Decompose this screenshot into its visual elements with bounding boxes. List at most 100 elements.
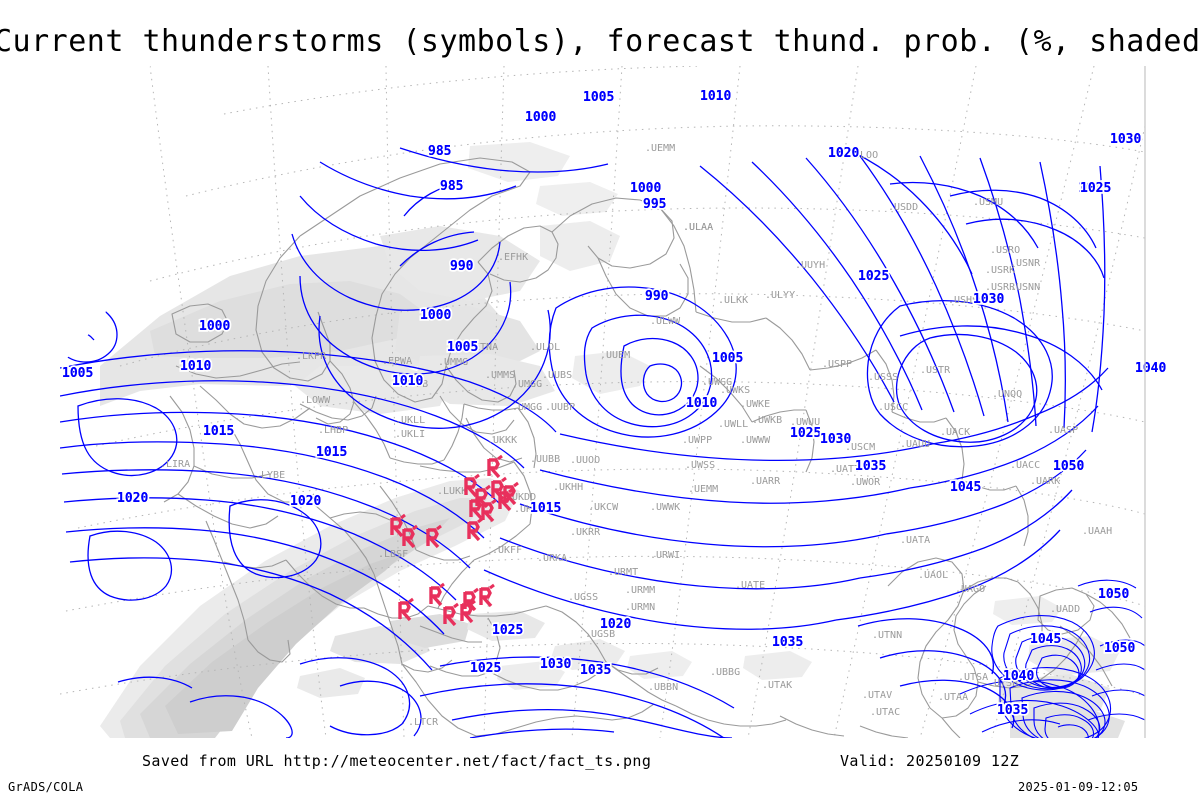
isobar-label: 1030 xyxy=(973,292,1004,307)
isobar-label-halo: 1050 xyxy=(1053,459,1084,474)
thunderstorm-symbol xyxy=(481,498,497,523)
isobar-label-layer: 1005 1005 1010 1010 1000 1000 1030 1030 1020 1020… xyxy=(60,87,1168,720)
station-label: .UKCW xyxy=(588,502,619,513)
isobar-label: 1005 xyxy=(583,90,614,105)
station-label: .LOWW xyxy=(300,395,331,406)
isobar-label: 1015 xyxy=(316,445,347,460)
isobar-label: 990 xyxy=(450,259,474,274)
isobar-label-halo: 1045 xyxy=(950,480,981,495)
isobar-label: 1035 xyxy=(772,635,803,650)
isobar-label: 1020 xyxy=(117,491,148,506)
isobar-label-halo: 985 xyxy=(440,179,463,194)
station-label: .UWPP xyxy=(682,435,712,446)
station-label: .UTSA xyxy=(958,672,988,683)
station-label: .USRO xyxy=(990,245,1020,256)
station-label: .UMGG xyxy=(512,402,542,413)
thunderstorm-symbol xyxy=(503,481,519,506)
station-label: .UWLL xyxy=(718,419,748,430)
station-label: .UUBS xyxy=(542,370,572,381)
station-label: .UATA xyxy=(900,535,930,546)
isobar-label: 1020 xyxy=(600,617,631,632)
isobar-label-halo: 1040 xyxy=(1003,669,1034,684)
isobar-label-halo: 1050 xyxy=(1104,641,1135,656)
station-label: .UBBN xyxy=(648,682,678,693)
station-label: .LHBP xyxy=(318,425,348,436)
isobar-label-halo: 1025 xyxy=(492,623,523,638)
isobar-label-halo: 1005 xyxy=(712,351,743,366)
station-label: .UUBP xyxy=(545,402,575,413)
timestamp-text: 2025-01-09-12:05 xyxy=(1018,780,1139,794)
thunderstorm-symbol xyxy=(390,513,406,538)
station-label: .ULKK xyxy=(718,295,748,306)
station-label: .UTNN xyxy=(872,630,902,641)
station-label: .UKFF xyxy=(492,545,522,556)
isobar-label: 1005 xyxy=(712,351,743,366)
station-label: .ULAA xyxy=(683,222,713,233)
station-label: .USRK xyxy=(985,265,1015,276)
station-label: .UAGO xyxy=(955,584,985,595)
station-label: .UARR xyxy=(750,476,781,487)
station-label: .UWKS xyxy=(720,385,750,396)
station-label: .ULOL xyxy=(530,342,560,353)
station-label: .UADD xyxy=(1050,604,1080,615)
isobar-label-halo: 1010 xyxy=(686,396,717,411)
thunderstorm-symbol xyxy=(429,582,445,607)
isobar-label-halo: 1020 xyxy=(117,491,148,506)
isobar-label: 1015 xyxy=(530,501,561,516)
isobar-label-halo: 1005 xyxy=(62,366,93,381)
station-label: .UKLL xyxy=(395,415,425,426)
isobar-label: 1010 xyxy=(686,396,717,411)
isobar-label-halo: 1020 xyxy=(828,146,859,161)
station-label: .UARK xyxy=(1030,476,1060,487)
station-label: .UMBB xyxy=(398,379,428,390)
station-label: .USRR xyxy=(985,282,1016,293)
station-label: .UEMM xyxy=(645,143,675,154)
station-label: .URMN xyxy=(625,602,655,613)
isobar-label: 1050 xyxy=(1098,587,1129,602)
isobar-label-halo: 1030 xyxy=(1110,132,1141,147)
station-label: .UGSB xyxy=(585,629,615,640)
graticule-layer xyxy=(60,66,1145,738)
isobar-label-halo: 1005 xyxy=(447,340,478,355)
station-label: .LYBE xyxy=(255,470,285,481)
station-label: .UUYH xyxy=(795,260,825,271)
station-label: .USNN xyxy=(1010,282,1040,293)
isobar-label-halo: 1025 xyxy=(470,661,501,676)
station-label: .EPWA xyxy=(382,356,412,367)
isobar-label: 1015 xyxy=(203,424,234,439)
probability-shading-layer xyxy=(100,142,1125,738)
station-label: .UASP xyxy=(1048,425,1078,436)
station-label: .UUOO xyxy=(570,455,600,466)
isobar-label: 1050 xyxy=(1053,459,1084,474)
station-label: .USDD xyxy=(888,202,918,213)
isobar-label: 1030 xyxy=(540,657,571,672)
isobar-label: 1000 xyxy=(420,308,451,323)
isobar-label-halo: 1035 xyxy=(772,635,803,650)
isobar-label: 1030 xyxy=(820,432,851,447)
isobar-label-halo: 1050 xyxy=(1098,587,1129,602)
station-label: .LTCR xyxy=(408,717,439,728)
thunderstorm-symbol xyxy=(464,473,480,498)
station-label: .UWGG xyxy=(702,377,732,388)
thunderstorm-symbol xyxy=(479,583,495,608)
station-label: .URWI xyxy=(650,550,680,561)
station-label: .UNQQ xyxy=(992,389,1022,400)
isobar-label-halo: 1000 xyxy=(199,319,230,334)
station-label: .UKLI xyxy=(395,429,425,440)
thunderstorm-symbol xyxy=(469,495,485,520)
isobar-label: 1025 xyxy=(790,426,821,441)
isobar-layer xyxy=(60,145,1145,738)
isobar-label-halo: 1035 xyxy=(580,663,611,678)
station-label: .LUKK xyxy=(437,486,467,497)
isobar-label-halo: 1035 xyxy=(997,703,1028,718)
station-label: .UTAK xyxy=(762,680,792,691)
station-label: .UTSB xyxy=(988,678,1018,689)
station-label-layer: .UEMM .ULOO .ULAA .USDD .USMU .USRO .USRK.USNR… xyxy=(160,143,1112,728)
isobar-label-halo: 990 xyxy=(450,259,474,274)
thunderstorm-symbol xyxy=(402,524,418,549)
station-label: .UGSS xyxy=(568,592,598,603)
station-label: .LKPR xyxy=(296,351,327,362)
isobar-label: 1075 xyxy=(1078,181,1109,196)
station-label: .UMMG xyxy=(438,357,468,368)
thunderstorm-symbol xyxy=(398,597,414,622)
